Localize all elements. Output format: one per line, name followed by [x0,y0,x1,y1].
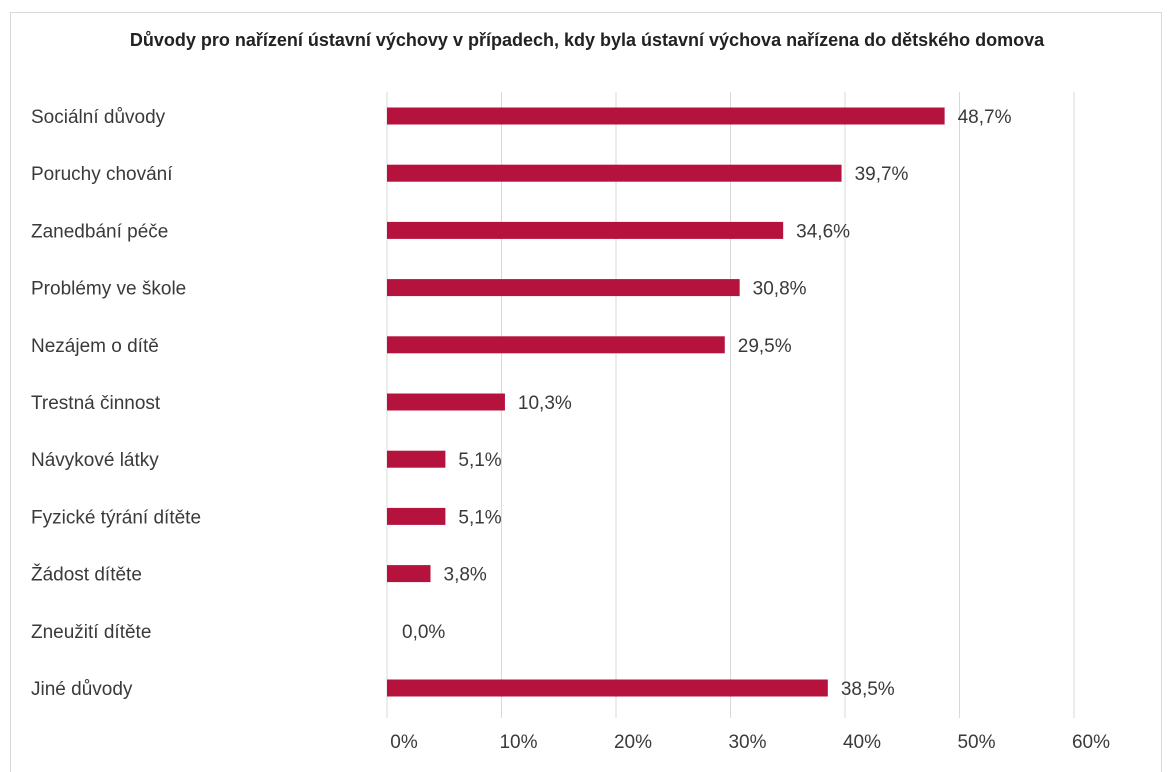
value-label: 48,7% [958,107,1012,128]
x-tick-label: 20% [614,732,652,753]
value-label: 0,0% [402,622,445,643]
bar [387,507,446,525]
x-tick-label: 0% [390,732,418,753]
category-label: Fyzické týrání dítěte [31,507,201,528]
bar [387,393,505,411]
x-tick-label: 30% [728,732,766,753]
bar [387,221,784,239]
value-label: 10,3% [518,393,572,414]
bar [387,565,431,583]
category-label: Zneužití dítěte [31,622,151,643]
category-label: Jiné důvody [31,679,133,700]
value-label: 34,6% [796,221,850,242]
category-labels: Sociální důvody Poruchy chování Zanedbání … [31,107,201,700]
bars [387,107,945,697]
x-tick-label: 10% [499,732,537,753]
category-label: Poruchy chování [31,164,173,185]
category-label: Žádost dítěte [31,564,142,586]
bar [387,679,828,697]
category-label: Sociální důvody [31,107,166,128]
chart-frame [10,12,1162,772]
category-label: Návykové látky [31,450,159,471]
category-label: Problémy ve škole [31,279,186,300]
value-labels: 48,7% 39,7% 34,6% 30,8% 29,5% 10,3% 5,1% 5,1% 3,… [402,107,1012,700]
bar [387,279,740,297]
x-tick-label: 60% [1072,732,1110,753]
value-label: 5,1% [458,450,501,471]
bar [387,336,725,354]
value-label: 30,8% [753,279,807,300]
value-label: 39,7% [855,164,909,185]
x-axis-tick-labels: 0% 10% 20% 30% 40% 50% 60% [390,732,1110,753]
value-label: 3,8% [444,565,487,586]
x-tick-label: 50% [957,732,995,753]
category-label: Nezájem o dítě [31,336,159,357]
chart-title: Důvody pro nařízení ústavní výchovy v př… [129,30,1045,50]
bar [387,107,945,125]
x-tick-label: 40% [843,732,881,753]
value-label: 38,5% [841,679,895,700]
bar [387,164,842,182]
category-label: Zanedbání péče [31,221,168,242]
category-label: Trestná činnost [31,393,161,414]
value-label: 5,1% [458,507,501,528]
bar [387,450,446,468]
value-label: 29,5% [738,336,792,357]
